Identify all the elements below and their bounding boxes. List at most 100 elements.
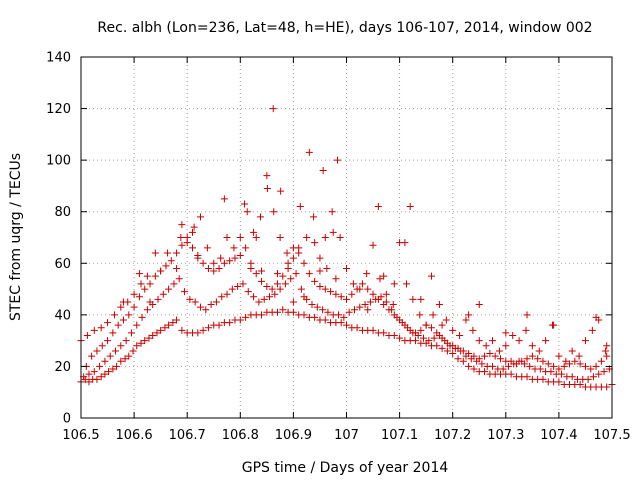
x-tick-label: 107.5	[593, 428, 630, 443]
data-point	[478, 360, 486, 368]
data-point	[83, 331, 91, 339]
data-point	[385, 306, 393, 314]
data-point	[159, 290, 167, 298]
data-point	[581, 337, 589, 345]
data-point	[260, 295, 268, 303]
data-point	[592, 313, 600, 321]
data-point	[470, 365, 478, 373]
data-point	[279, 306, 287, 314]
data-point	[465, 362, 473, 370]
data-point	[571, 357, 579, 365]
data-point	[462, 316, 470, 324]
data-point	[412, 337, 420, 345]
data-point	[223, 234, 231, 241]
data-point	[273, 270, 281, 278]
data-point	[495, 347, 503, 355]
y-tick-label: 40	[54, 308, 71, 323]
data-point	[469, 326, 477, 334]
data-point	[258, 311, 266, 319]
data-point	[138, 313, 146, 321]
data-point	[242, 244, 250, 252]
data-point	[223, 290, 231, 298]
data-point	[535, 347, 543, 355]
data-point	[137, 339, 145, 347]
data-point	[149, 331, 157, 339]
data-point	[337, 293, 345, 301]
data-point	[356, 303, 364, 311]
data-point	[454, 355, 462, 363]
data-point	[470, 352, 478, 360]
data-point	[417, 295, 425, 303]
data-point	[429, 311, 437, 319]
data-point	[151, 249, 159, 257]
data-point	[250, 228, 258, 236]
data-point	[449, 342, 457, 350]
data-point	[117, 357, 125, 365]
data-point	[523, 311, 531, 319]
data-point	[110, 311, 118, 319]
data-point	[141, 337, 149, 345]
data-point	[481, 368, 489, 376]
x-tick-label: 107.4	[540, 428, 577, 443]
data-point	[465, 350, 473, 358]
data-point	[146, 298, 154, 306]
data-point	[300, 311, 308, 319]
data-point	[438, 334, 446, 342]
data-point	[364, 285, 372, 293]
data-point	[422, 321, 430, 329]
data-point	[555, 365, 563, 373]
data-point	[244, 288, 252, 296]
data-point	[311, 277, 319, 285]
y-axis-label: STEC from uqrg / TECUs	[8, 153, 24, 321]
data-point	[361, 301, 369, 309]
data-point	[550, 362, 558, 370]
y-tick-label: 120	[46, 102, 71, 117]
data-point	[300, 293, 308, 301]
x-axis-label: GPS time / Days of year 2014	[242, 460, 449, 476]
data-point	[236, 316, 244, 324]
data-point	[555, 352, 563, 360]
data-point	[310, 213, 318, 221]
data-point	[319, 306, 327, 314]
data-point	[603, 342, 611, 350]
data-point	[210, 259, 218, 267]
data-point	[526, 362, 534, 370]
data-point	[321, 316, 329, 324]
data-point	[162, 262, 170, 270]
data-point	[289, 254, 297, 262]
data-point	[502, 329, 510, 337]
data-point	[507, 370, 515, 378]
data-point	[289, 308, 297, 316]
data-point	[135, 293, 143, 301]
data-point	[239, 280, 247, 288]
data-point	[242, 313, 250, 321]
data-point	[581, 362, 589, 370]
data-point	[528, 352, 536, 360]
data-point	[489, 337, 497, 345]
data-point	[329, 228, 337, 236]
data-point	[482, 342, 490, 350]
data-point	[292, 270, 300, 278]
data-point	[575, 352, 583, 360]
data-point	[90, 326, 98, 334]
data-point	[597, 357, 605, 365]
data-point	[523, 355, 531, 363]
data-point	[173, 249, 181, 257]
data-point	[97, 373, 105, 381]
data-point	[442, 316, 450, 324]
data-point	[273, 308, 281, 316]
data-point	[101, 357, 109, 365]
data-point	[283, 249, 291, 257]
data-point	[319, 166, 327, 174]
data-point	[401, 239, 409, 247]
data-point	[190, 223, 198, 231]
data-point	[523, 373, 531, 381]
data-point	[345, 308, 353, 316]
data-point	[284, 259, 292, 267]
data-point	[412, 329, 420, 337]
data-point	[313, 303, 321, 311]
data-point	[106, 352, 114, 360]
data-point	[603, 383, 611, 391]
data-point	[256, 213, 264, 221]
data-point	[279, 272, 287, 280]
